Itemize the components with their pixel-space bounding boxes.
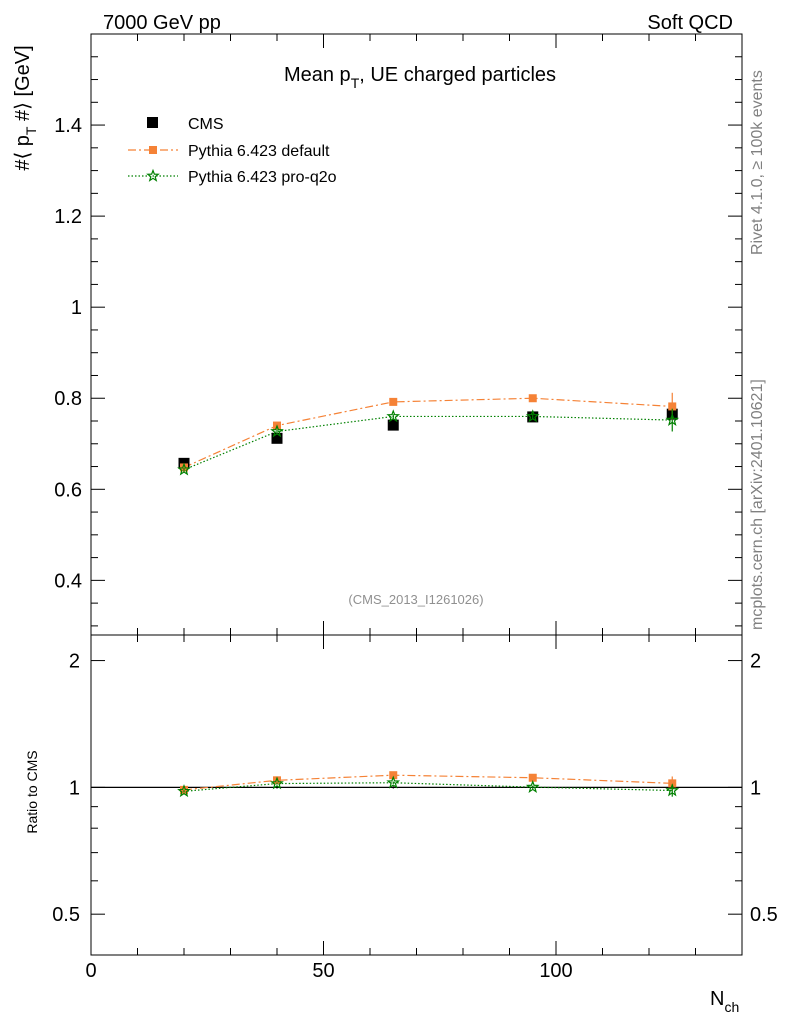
ratio-y-tick-label: 0.5 [52, 904, 80, 926]
ratio-point-pythia-6-423-pro-q2o [177, 784, 191, 798]
header-energy-label: 7000 GeV pp [103, 12, 221, 34]
legend-label-pythia-proq2o: Pythia 6.423 pro-q2o [188, 169, 337, 186]
data-point-cms [271, 432, 283, 444]
y-tick-label: 1.4 [54, 115, 82, 137]
ratio-point-pythia-6-423-default [273, 776, 281, 785]
x-tick-label: 100 [539, 960, 572, 982]
ratio-y-tick-label: 1 [750, 777, 761, 799]
data-point-cms [387, 419, 399, 431]
data-point-pythia-6-423-pro-q2o [270, 424, 284, 438]
ratio-point-pythia-6-423-default [528, 773, 537, 782]
ratio-y-tick-label: 2 [69, 651, 80, 673]
axis-ticks: 0 50 100 0.4 0.6 0.8 1 1.2 1.4 0.5 0.5 1 1 2 2 [52, 34, 778, 982]
ratio-y-tick-label: 1 [69, 777, 80, 799]
data-point-pythia-6-423-default [389, 397, 398, 406]
rivet-version-label: Rivet 4.1.0, ≥ 100k events [749, 70, 766, 255]
ratio-y-tick-label: 0.5 [750, 904, 778, 926]
ratio-y-axis-label: Ratio to CMS [24, 750, 40, 833]
ratio-point-pythia-6-423-default [389, 771, 398, 780]
series-line-pythia-6-423-default [183, 397, 673, 468]
y-axis-label: #⟨ pT #⟩ [GeV] [12, 45, 39, 170]
x-tick-label: 50 [312, 960, 334, 982]
legend-entry-cms: CMS [147, 116, 224, 133]
plot-title: Mean pT, UE charged particles [284, 64, 556, 91]
ratio-point-pythia-6-423-pro-q2o [665, 783, 680, 797]
ratio-plot-frame [90, 634, 743, 956]
x-axis-label: Nch [710, 988, 739, 1015]
ratio-y-tick-label: 2 [750, 651, 761, 673]
y-tick-label: 0.4 [54, 570, 82, 592]
analysis-id-label: (CMS_2013_I1261026) [348, 592, 483, 607]
y-tick-label: 1 [71, 297, 82, 319]
y-tick-label: 0.8 [54, 388, 82, 410]
legend-entry-pythia-proq2o: Pythia 6.423 pro-q2o [128, 168, 337, 186]
legend-label-cms: CMS [188, 116, 224, 133]
data-point-pythia-6-423-pro-q2o [525, 409, 540, 423]
data-series [177, 392, 680, 798]
series-line-pythia-6-423-pro-q2o [183, 415, 673, 471]
y-tick-label: 0.6 [54, 479, 82, 501]
legend-marker-pythia-default [149, 146, 157, 154]
y-tick-label: 1.2 [54, 206, 82, 228]
ratio-point-pythia-6-423-pro-q2o [525, 779, 540, 793]
legend: CMS Pythia 6.423 default Pythia 6.423 pr… [128, 116, 337, 186]
data-point-pythia-6-423-pro-q2o [177, 462, 191, 476]
header-category-label: Soft QCD [647, 12, 733, 34]
legend-marker-cms [147, 117, 158, 128]
data-point-pythia-6-423-pro-q2o [386, 409, 401, 423]
legend-marker-pythia-proq2o [146, 168, 160, 182]
x-tick-label: 0 [85, 960, 96, 982]
ratio-line-pythia-6-423-pro-q2o [183, 782, 673, 792]
ratio-point-pythia-6-423-pro-q2o [386, 775, 401, 789]
legend-label-pythia-default: Pythia 6.423 default [188, 143, 330, 160]
data-point-pythia-6-423-default [180, 463, 188, 472]
data-point-pythia-6-423-default [528, 394, 537, 403]
mcplots-label: mcplots.cern.ch [arXiv:2401.10621] [749, 379, 766, 630]
data-point-pythia-6-423-default [668, 402, 677, 411]
data-point-pythia-6-423-pro-q2o [665, 412, 680, 426]
ratio-point-pythia-6-423-default [180, 785, 188, 794]
legend-entry-pythia-default: Pythia 6.423 default [128, 143, 330, 160]
ratio-point-pythia-6-423-pro-q2o [270, 776, 284, 790]
